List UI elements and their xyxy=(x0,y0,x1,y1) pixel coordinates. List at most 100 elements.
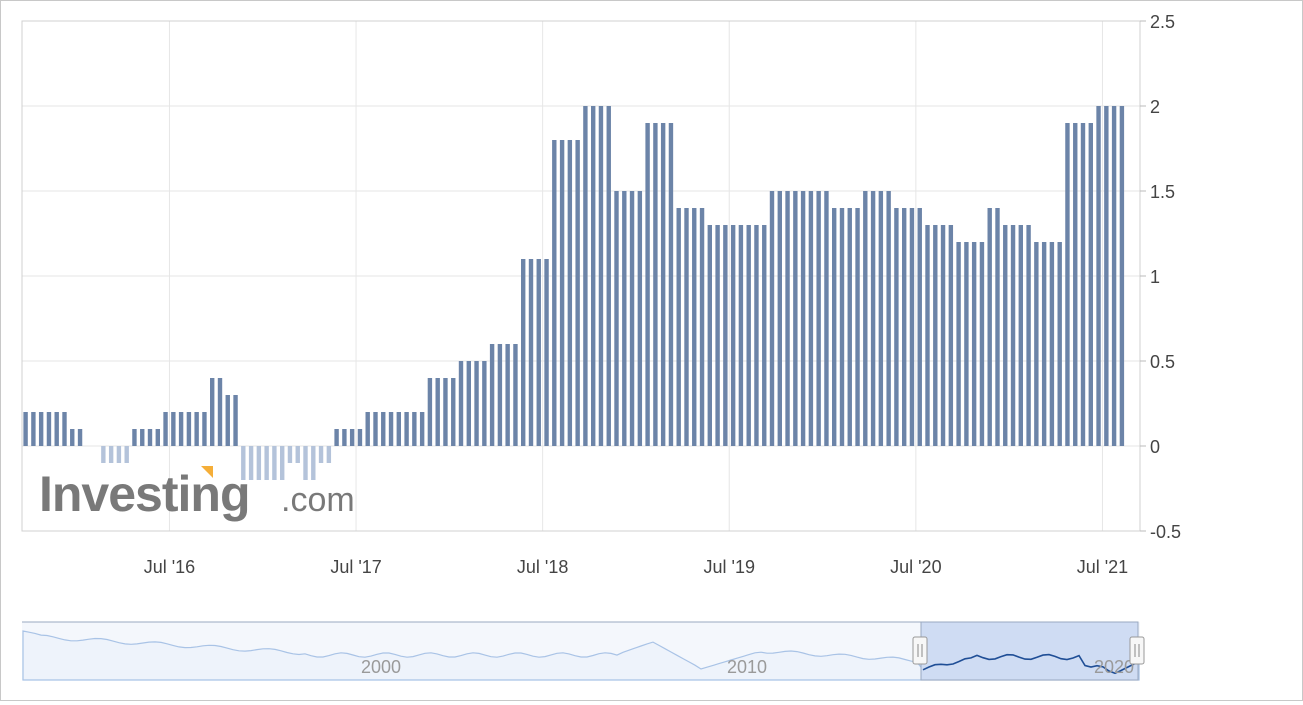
navigator-right-handle[interactable] xyxy=(1129,636,1145,665)
bar-2017-02-1 xyxy=(272,446,277,480)
bar-2020-09-1 xyxy=(940,225,946,446)
bar-2017-03-2 xyxy=(295,446,300,463)
bar-2015-10-2 xyxy=(31,412,36,446)
bar-2021-01-1 xyxy=(1003,225,1008,446)
navigator-label-2020: 2020 xyxy=(1094,657,1134,677)
bar-2018-06-2 xyxy=(528,259,534,446)
bar-2016-06-2 xyxy=(155,429,160,446)
bar-2020-01-2 xyxy=(824,191,829,446)
bar-2019-07-1 xyxy=(723,225,728,446)
bar-2021-03-1 xyxy=(1034,242,1039,446)
bar-2018-09-1 xyxy=(567,140,573,446)
bar-2019-09-1 xyxy=(754,225,759,446)
bar-2020-12-1 xyxy=(987,208,992,446)
bar-2021-05-2 xyxy=(1073,123,1078,446)
bar-2020-03-2 xyxy=(855,208,860,446)
bar-2018-02-2 xyxy=(466,361,471,446)
bar-2020-05-2 xyxy=(886,191,891,446)
y-tick-label: 0.5 xyxy=(1150,352,1175,372)
bar-2018-08-2 xyxy=(559,140,565,446)
investing-watermark: Investing .com xyxy=(39,466,355,522)
bar-2018-09-2 xyxy=(575,140,580,446)
bar-2019-02-1 xyxy=(645,123,650,446)
bar-2019-08-2 xyxy=(746,225,751,446)
x-tick-label: Jul '19 xyxy=(704,557,755,577)
bar-2018-06-1 xyxy=(521,259,526,446)
bar-2016-09-2 xyxy=(202,412,207,446)
bar-2018-07-1 xyxy=(536,259,541,446)
y-tick-label: 0 xyxy=(1150,437,1160,457)
bar-2020-11-2 xyxy=(979,242,985,446)
bar-2016-12-1 xyxy=(241,446,246,480)
bar-2021-04-2 xyxy=(1057,242,1062,446)
bar-2016-11-1 xyxy=(225,395,230,446)
bar-2018-10-2 xyxy=(591,106,596,446)
bar-2020-04-2 xyxy=(870,191,876,446)
bar-2020-07-1 xyxy=(909,208,915,446)
bar-2020-11-1 xyxy=(971,242,977,446)
bar-2020-04-1 xyxy=(863,191,868,446)
bar-2019-06-1 xyxy=(707,225,712,446)
bar-2017-03-1 xyxy=(287,446,293,463)
bar-2016-04-2 xyxy=(124,446,129,463)
y-tick-label: 1.5 xyxy=(1150,182,1175,202)
bar-2018-08-1 xyxy=(552,140,557,446)
bar-2016-05-1 xyxy=(132,429,137,446)
x-tick-label: Jul '18 xyxy=(517,557,568,577)
bar-2019-02-2 xyxy=(653,123,658,446)
bar-2021-05-1 xyxy=(1065,123,1070,446)
bar-2019-07-2 xyxy=(730,225,736,446)
bar-2018-04-1 xyxy=(489,344,495,446)
bar-2017-05-2 xyxy=(326,446,332,463)
bar-2021-02-1 xyxy=(1018,225,1023,446)
bar-2021-08-2 xyxy=(1119,106,1125,446)
bar-2020-02-2 xyxy=(839,208,845,446)
bar-2018-11-1 xyxy=(598,106,604,446)
bar-2017-08-1 xyxy=(365,412,370,446)
navigator[interactable]: 2000 2010 2020 xyxy=(22,621,1145,681)
bar-2017-02-2 xyxy=(280,446,285,480)
bar-2016-12-2 xyxy=(248,446,254,480)
navigator-label-2010: 2010 xyxy=(727,657,767,677)
bar-2018-03-1 xyxy=(474,361,479,446)
bar-2016-10-1 xyxy=(210,378,215,446)
bar-2019-05-2 xyxy=(699,208,705,446)
bar-2019-05-1 xyxy=(692,208,697,446)
bar-2016-11-2 xyxy=(233,395,238,446)
bar-2019-12-2 xyxy=(808,191,814,446)
bar-2020-07-2 xyxy=(917,208,922,446)
bar-2020-08-1 xyxy=(925,225,930,446)
bar-2017-07-1 xyxy=(349,429,355,446)
bar-2017-09-1 xyxy=(381,412,386,446)
bar-2019-09-2 xyxy=(762,225,767,446)
bar-2020-02-1 xyxy=(832,208,837,446)
bar-2020-08-2 xyxy=(933,225,938,446)
bar-2018-01-2 xyxy=(451,378,456,446)
bar-series xyxy=(23,106,1125,480)
bar-2018-01-1 xyxy=(443,378,448,446)
bar-2018-05-1 xyxy=(505,344,510,446)
bar-2020-06-1 xyxy=(894,208,899,446)
bar-2016-01-2 xyxy=(77,429,83,446)
bar-2019-03-1 xyxy=(660,123,666,446)
navigator-left-handle[interactable] xyxy=(912,636,928,665)
bar-2017-05-1 xyxy=(318,446,324,463)
bar-2020-06-2 xyxy=(902,208,907,446)
bar-2021-06-2 xyxy=(1088,123,1093,446)
grid-lines xyxy=(22,20,1140,532)
bar-2019-03-2 xyxy=(668,123,674,446)
watermark-accent-icon xyxy=(201,466,213,478)
bar-2018-02-1 xyxy=(458,361,464,446)
x-axis-ticks: Jul '16 Jul '17 Jul '18 Jul '19 Jul '20 Jul '… xyxy=(144,557,1128,577)
bar-2018-04-2 xyxy=(497,344,503,446)
navigator-label-2000: 2000 xyxy=(361,657,401,677)
bar-2021-01-2 xyxy=(1010,225,1016,446)
bar-2019-08-1 xyxy=(738,225,744,446)
bar-2019-04-2 xyxy=(684,208,689,446)
y-tick-label: -0.5 xyxy=(1150,522,1181,542)
bar-2017-07-2 xyxy=(357,429,363,446)
bar-2019-06-2 xyxy=(715,225,720,446)
bar-2017-01-1 xyxy=(256,446,262,480)
